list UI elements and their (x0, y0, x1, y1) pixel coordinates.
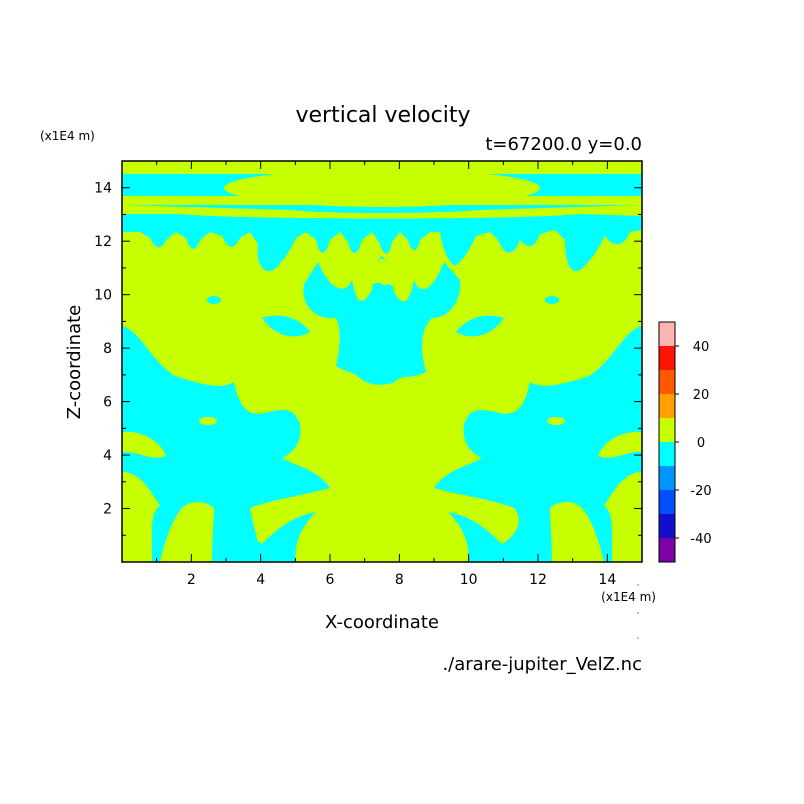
x-tick-label-1: 4 (256, 572, 265, 588)
y-tick-label-5: 12 (94, 234, 112, 250)
upper-thin-positive-band (122, 196, 642, 205)
colorbar-segment-8 (659, 346, 675, 370)
upper-thin-band-taper (122, 205, 642, 219)
colorbar-tick-label-3: -20 (690, 484, 711, 499)
negative-blob-right (545, 296, 559, 304)
negative-arm-right (456, 315, 504, 337)
colorbar-segment-9 (659, 322, 675, 346)
x-tick-label-5: 12 (529, 572, 547, 588)
left-negative-lobe (122, 326, 330, 562)
marker-dot-1: ˙ (636, 584, 641, 595)
colorbar-tick-label-2: 0 (697, 436, 705, 451)
marker-dot-2: ˙ (636, 612, 641, 623)
colorbar-segment-0 (659, 538, 675, 562)
colorbar-tick-label-4: -40 (690, 532, 711, 547)
colorbar-segment-4 (659, 442, 675, 466)
x-axis-ticks: 2 4 6 8 10 12 14 (156, 161, 616, 588)
y-axis-title: Z-coordinate (64, 305, 85, 420)
x-unit-label: (x1E4 m) (601, 590, 656, 604)
colorbar-tick-label-0: 40 (693, 340, 710, 355)
bottom-positive-dome (316, 512, 448, 562)
plot-frame (121, 160, 643, 563)
x-tick-label-6: 14 (598, 572, 616, 588)
x-tick-label-0: 2 (187, 572, 196, 588)
bottom-right-negative-finger (448, 512, 502, 562)
y-tick-label-4: 10 (94, 288, 112, 304)
colorbar-segment-1 (659, 514, 675, 538)
y-unit-label: (x1E4 m) (40, 129, 95, 143)
x-axis-title: X-coordinate (325, 612, 439, 633)
y-tick-label-0: 2 (103, 502, 112, 518)
chart-title: vertical velocity (295, 103, 470, 128)
x-tick-label-3: 8 (395, 572, 404, 588)
marker-dot-3: ˙ (636, 637, 641, 648)
right-small-positive-islet (547, 417, 565, 425)
central-fork-dot (377, 269, 387, 279)
right-negative-lobe (434, 326, 642, 562)
colorbar-segment-7 (659, 370, 675, 394)
colorbar-segment-2 (659, 490, 675, 514)
right-lobe-inner-positive (598, 431, 642, 458)
plot-area (122, 161, 642, 562)
file-label: ./arare-jupiter_VelZ.nc (442, 654, 642, 675)
y-tick-label-2: 6 (103, 395, 112, 411)
colorbar-tick-label-1: 20 (693, 388, 710, 403)
colorbar-segment-5 (659, 418, 675, 442)
colorbar-segment-3 (659, 466, 675, 490)
colorbar (658, 321, 676, 563)
left-small-positive-islet (199, 417, 217, 425)
y-tick-label-1: 4 (103, 448, 112, 464)
y-tick-label-3: 8 (103, 341, 112, 357)
colorbar-segment-6 (659, 394, 675, 418)
y-axis-ticks: 2 4 6 8 10 12 14 (94, 181, 642, 536)
central-negative-column (303, 256, 461, 385)
colorbar-tick-labels: 40 20 0 -20 -40 (675, 340, 712, 547)
y-tick-label-6: 14 (94, 181, 112, 197)
x-tick-label-4: 10 (460, 572, 478, 588)
x-tick-label-2: 6 (326, 572, 335, 588)
bottom-left-negative-finger (262, 512, 316, 562)
negative-blob-left (207, 296, 221, 304)
negative-arm-left (262, 315, 310, 337)
chart-subtitle: t=67200.0 y=0.0 (485, 134, 642, 155)
left-lobe-inner-positive (122, 431, 166, 458)
left-bottom-negative-arm (214, 506, 262, 562)
